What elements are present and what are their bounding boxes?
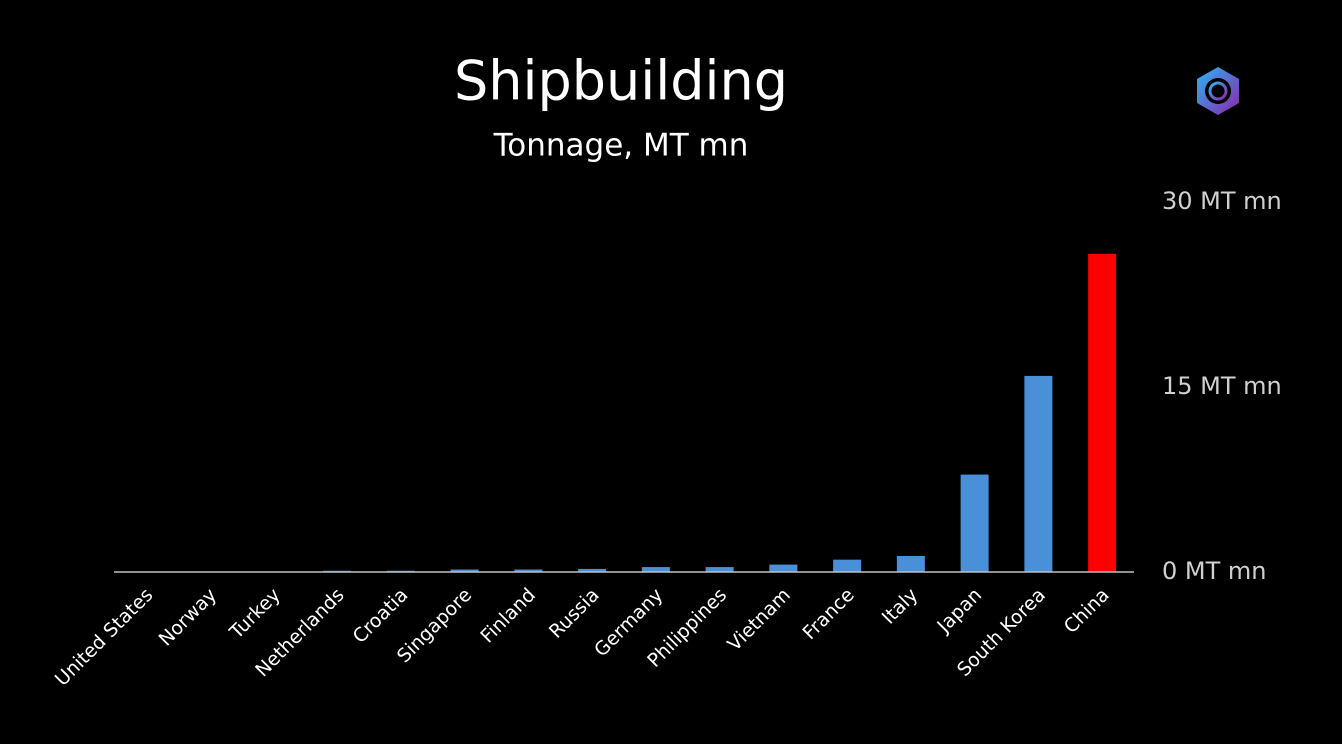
chart-subtitle: Tonnage, MT mn	[493, 128, 749, 164]
bar	[897, 556, 925, 572]
x-tick-label: Turkey	[225, 584, 285, 644]
x-tick-label: Finland	[476, 584, 540, 648]
x-tick-label: Japan	[932, 584, 986, 638]
bar	[1088, 254, 1116, 572]
y-tick-label: 30 MT mn	[1162, 187, 1282, 215]
bar	[1024, 376, 1052, 572]
x-tick-label: Norway	[155, 584, 222, 651]
x-tick-label: United States	[51, 584, 158, 691]
x-tick-label: France	[798, 584, 858, 644]
x-tick-label: Croatia	[349, 584, 413, 648]
bar	[769, 565, 797, 572]
x-tick-label: Italy	[878, 584, 923, 629]
y-tick-label: 0 MT mn	[1162, 557, 1266, 585]
logo	[1197, 67, 1239, 115]
bar	[961, 475, 989, 572]
x-tick-label: China	[1060, 584, 1114, 638]
x-tick-label: Vietnam	[723, 584, 795, 656]
x-tick-label: Russia	[545, 584, 604, 643]
chart-title: Shipbuilding	[454, 50, 788, 113]
bar	[833, 560, 861, 572]
y-tick-label: 15 MT mn	[1162, 372, 1282, 400]
